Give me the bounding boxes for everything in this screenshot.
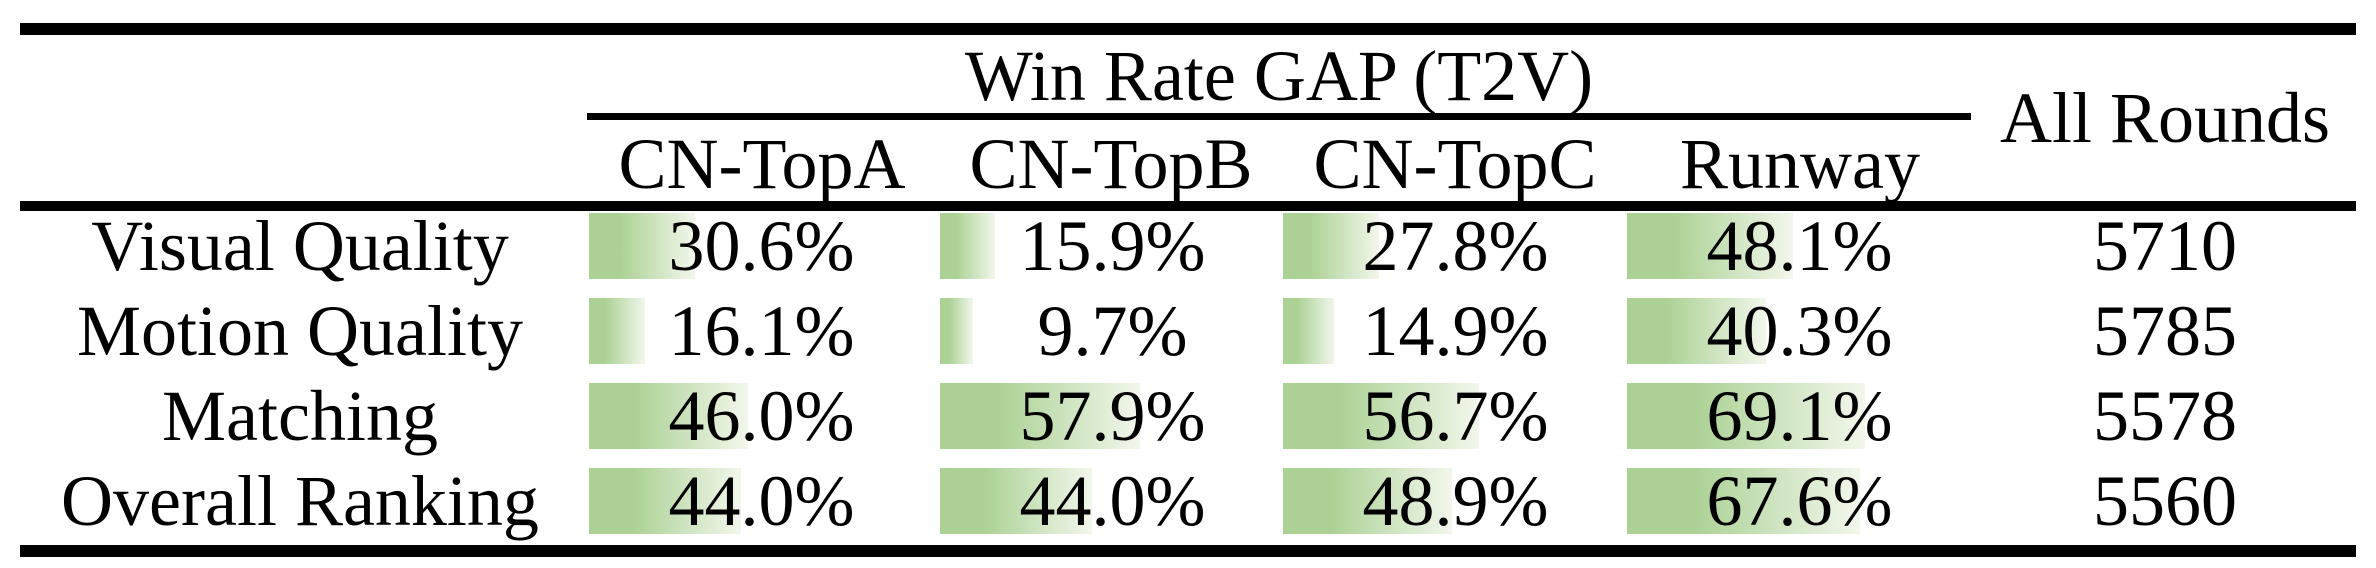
win-rate-value: 30.6%	[668, 206, 855, 286]
win-rate-value: 40.3%	[1706, 291, 1893, 371]
column-header-runway: Runway	[1680, 124, 1920, 204]
column-header-cn-topa: CN-TopA	[618, 124, 906, 204]
row-label: Motion Quality	[77, 291, 523, 371]
column-header-all-rounds: All Rounds	[1999, 78, 2331, 158]
win-rate-cell: 48.9%	[1283, 461, 1628, 541]
all-rounds-value: 5560	[2093, 461, 2237, 541]
win-rate-bar	[1283, 468, 1452, 534]
win-rate-value: 67.6%	[1706, 461, 1893, 541]
all-rounds-value: 5578	[2093, 376, 2237, 456]
header-bottom-rule	[20, 201, 2356, 211]
win-rate-cell: 57.9%	[940, 376, 1285, 456]
win-rate-cell: 48.1%	[1627, 206, 1972, 286]
win-rate-cell: 15.9%	[940, 206, 1285, 286]
table-top-rule	[20, 23, 2356, 35]
row-label: Visual Quality	[91, 206, 509, 286]
all-rounds-value: 5785	[2093, 291, 2237, 371]
group-header-underline-rule	[587, 113, 1971, 120]
win-rate-cell: 67.6%	[1627, 461, 1972, 541]
win-rate-value: 48.9%	[1362, 461, 1549, 541]
win-rate-value: 69.1%	[1706, 376, 1893, 456]
win-rate-bar	[589, 468, 741, 534]
win-rate-bar	[1627, 298, 1767, 364]
win-rate-cell: 40.3%	[1627, 291, 1972, 371]
win-rate-cell: 30.6%	[589, 206, 934, 286]
win-rate-bar	[940, 383, 1140, 449]
win-rate-value: 9.7%	[1037, 291, 1188, 371]
win-rate-value: 15.9%	[1019, 206, 1206, 286]
win-rate-bar	[1627, 383, 1866, 449]
win-rate-cell: 9.7%	[940, 291, 1285, 371]
all-rounds-value: 5710	[2093, 206, 2237, 286]
win-rate-cell: 16.1%	[589, 291, 934, 371]
win-rate-bar	[1627, 468, 1861, 534]
win-rate-bar	[1627, 213, 1793, 279]
win-rate-bar	[1283, 298, 1335, 364]
win-rate-bar	[940, 213, 995, 279]
win-rate-bar	[1283, 383, 1479, 449]
win-rate-value: 14.9%	[1362, 291, 1549, 371]
group-header-title: Win Rate GAP (T2V)	[964, 36, 1594, 116]
win-rate-bar	[1283, 213, 1379, 279]
win-rate-cell: 56.7%	[1283, 376, 1628, 456]
column-header-cn-topb: CN-TopB	[969, 124, 1253, 204]
win-rate-value: 44.0%	[668, 461, 855, 541]
win-rate-bar	[940, 298, 974, 364]
win-rate-value: 16.1%	[668, 291, 855, 371]
win-rate-value: 57.9%	[1019, 376, 1206, 456]
win-rate-cell: 46.0%	[589, 376, 934, 456]
win-rate-bar	[589, 383, 748, 449]
win-rate-bar	[589, 298, 645, 364]
win-rate-cell: 44.0%	[589, 461, 934, 541]
table-bottom-rule	[20, 545, 2356, 557]
column-header-cn-topc: CN-TopC	[1313, 124, 1597, 204]
win-rate-value: 56.7%	[1362, 376, 1549, 456]
win-rate-value: 46.0%	[668, 376, 855, 456]
win-rate-value: 44.0%	[1019, 461, 1206, 541]
win-rate-cell: 44.0%	[940, 461, 1285, 541]
win-rate-cell: 69.1%	[1627, 376, 1972, 456]
win-rate-cell: 14.9%	[1283, 291, 1628, 371]
win-rate-cell: 27.8%	[1283, 206, 1628, 286]
win-rate-value: 48.1%	[1706, 206, 1893, 286]
win-rate-bar	[589, 213, 695, 279]
win-rate-value: 27.8%	[1362, 206, 1549, 286]
row-label: Overall Ranking	[61, 461, 539, 541]
win-rate-bar	[940, 468, 1092, 534]
row-label: Matching	[162, 376, 438, 456]
